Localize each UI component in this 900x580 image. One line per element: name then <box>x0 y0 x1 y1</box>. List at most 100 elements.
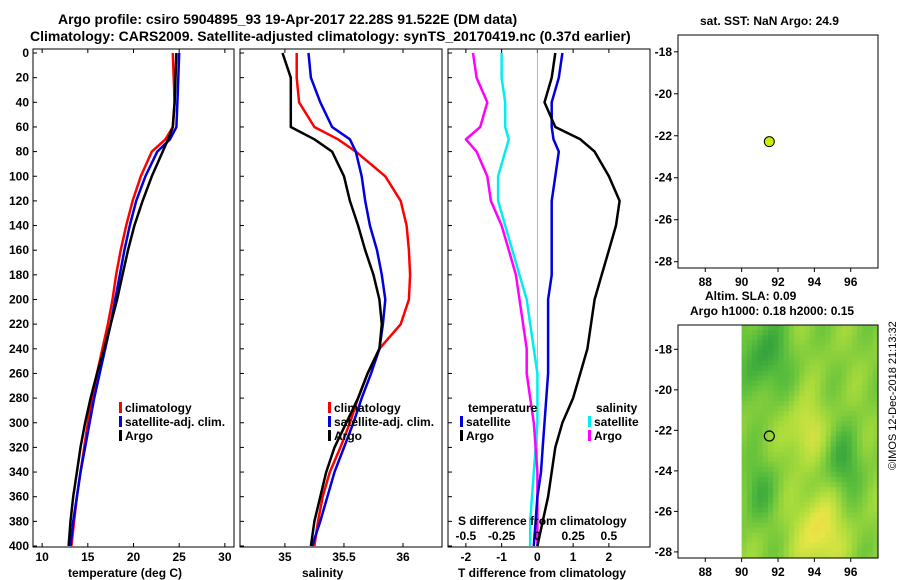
sla-heatmap-cell <box>862 552 869 559</box>
sla-heatmap-cell <box>757 466 764 473</box>
sla-heatmap-cell <box>872 370 879 377</box>
sla-heatmap-cell <box>762 507 769 513</box>
sla-heatmap-cell <box>851 401 858 407</box>
sla-heatmap-cell <box>846 477 853 483</box>
sla-heatmap-cell <box>830 345 837 351</box>
sla-heatmap-cell <box>857 552 863 559</box>
sla-heatmap-cell <box>757 552 764 559</box>
temperature-legend-satellite-label: satellite-adj. clim. <box>125 415 225 429</box>
sla-heatmap-cell <box>872 542 879 549</box>
sla-heatmap-cell <box>857 401 863 407</box>
sla-heatmap-cell <box>773 441 779 448</box>
sla-heatmap-cell <box>815 370 821 377</box>
temperature-legend-climatology-swatch <box>119 402 122 413</box>
sla-heatmap-cell <box>820 385 827 392</box>
sla-heatmap-cell <box>851 522 858 529</box>
sla-heatmap-cell <box>809 552 816 559</box>
sla-heatmap-cell <box>767 426 774 432</box>
sla-heatmap-cell <box>757 482 764 488</box>
sla-heatmap-cell <box>762 401 769 407</box>
sla-heatmap-cell <box>830 325 837 331</box>
sla-heatmap-cell <box>762 542 769 549</box>
sla-heatmap-cell <box>836 360 842 367</box>
sla-heatmap-cell <box>872 492 879 498</box>
sla-heatmap-cell <box>841 497 848 503</box>
sla-heatmap-cell <box>778 416 785 422</box>
sla-heatmap-cell <box>741 325 748 331</box>
sla-heatmap-cell <box>862 471 869 478</box>
sla-heatmap-cell <box>773 375 779 382</box>
sla-heatmap-cell <box>825 497 832 503</box>
sla-heatmap-cell <box>804 456 811 463</box>
sla-heatmap-cell <box>872 517 879 524</box>
sla-heatmap-cell <box>788 365 795 372</box>
sla-heatmap-cell <box>809 365 816 372</box>
sla-heatmap-cell <box>746 507 753 513</box>
sla-heatmap-cell <box>862 395 869 402</box>
sla-heatmap-cell <box>794 350 800 356</box>
sla-heatmap-cell <box>862 446 869 453</box>
sla-heatmap-cell <box>836 517 842 524</box>
sla-heatmap-cell <box>746 390 753 397</box>
sla-heatmap-cell <box>762 522 769 529</box>
sla-heatmap-cell <box>815 360 821 367</box>
sla-heatmap-cell <box>804 345 811 351</box>
sla-heatmap-cell <box>846 512 853 519</box>
sla-heatmap-cell <box>794 502 800 508</box>
sla-heatmap-cell <box>804 522 811 529</box>
sla-heatmap-cell <box>762 385 769 392</box>
sla-heatmap-cell <box>815 532 821 539</box>
sla-heatmap-cell <box>804 375 811 382</box>
depth-tick-label: 20 <box>16 71 30 85</box>
sla-heatmap-cell <box>862 492 869 498</box>
temperature-xtick-label: 15 <box>81 550 95 564</box>
sla-heatmap-cell <box>815 345 821 351</box>
sla-heatmap-cell <box>841 542 848 549</box>
sla-heatmap-cell <box>862 537 869 544</box>
sla-heatmap-cell <box>762 355 769 362</box>
sla-heatmap-cell <box>820 482 827 488</box>
sla-heatmap-cell <box>867 537 874 544</box>
sla-heatmap-cell <box>788 380 795 387</box>
difference-temperature-argo-line <box>536 52 621 547</box>
sla-heatmap-cell <box>762 370 769 377</box>
sla-heatmap-cell <box>872 482 879 488</box>
sla-heatmap-cell <box>762 431 769 438</box>
sla-heatmap-cell <box>778 411 785 417</box>
sla-heatmap-cell <box>846 340 853 346</box>
sla-heatmap-cell <box>783 365 790 372</box>
sla-heatmap-cell <box>830 552 837 559</box>
sla-heatmap-cell <box>867 360 874 367</box>
sla-heatmap-cell <box>820 542 827 549</box>
sla-heatmap-cell <box>741 512 748 519</box>
sla-heatmap-cell <box>752 325 758 331</box>
sla-heatmap-cell <box>836 446 842 453</box>
sla-heatmap-cell <box>867 375 874 382</box>
sla-heatmap-cell <box>867 385 874 392</box>
sla-heatmap-cell <box>773 431 779 438</box>
sla-heatmap-cell <box>851 482 858 488</box>
sla-heatmap-cell <box>846 517 853 524</box>
sla-heatmap-cell <box>809 537 816 544</box>
sla-heatmap-cell <box>815 390 821 397</box>
difference-legend-s-argo-swatch <box>588 430 591 441</box>
sla-heatmap-cell <box>746 456 753 463</box>
sla-heatmap-cell <box>862 406 869 412</box>
sla-heatmap-cell <box>836 461 842 468</box>
sla-heatmap-cell <box>862 411 869 417</box>
sla-heatmap-cell <box>804 330 811 336</box>
sla-heatmap-cell <box>778 552 785 559</box>
sla-heatmap-cell <box>794 385 800 392</box>
sla-heatmap-cell <box>862 330 869 336</box>
sla-heatmap-cell <box>783 416 790 422</box>
sla-heatmap-cell <box>872 375 879 382</box>
sla-heatmap-cell <box>783 325 790 331</box>
sla-heatmap-cell <box>773 512 779 519</box>
sla-heatmap-cell <box>783 487 790 493</box>
sla-heatmap-cell <box>815 507 821 513</box>
sla-heatmap-cell <box>825 477 832 483</box>
sla-heatmap-cell <box>809 487 816 493</box>
sla-heatmap-cell <box>788 507 795 513</box>
sla-heatmap-cell <box>820 375 827 382</box>
sla-heatmap-cell <box>804 446 811 453</box>
